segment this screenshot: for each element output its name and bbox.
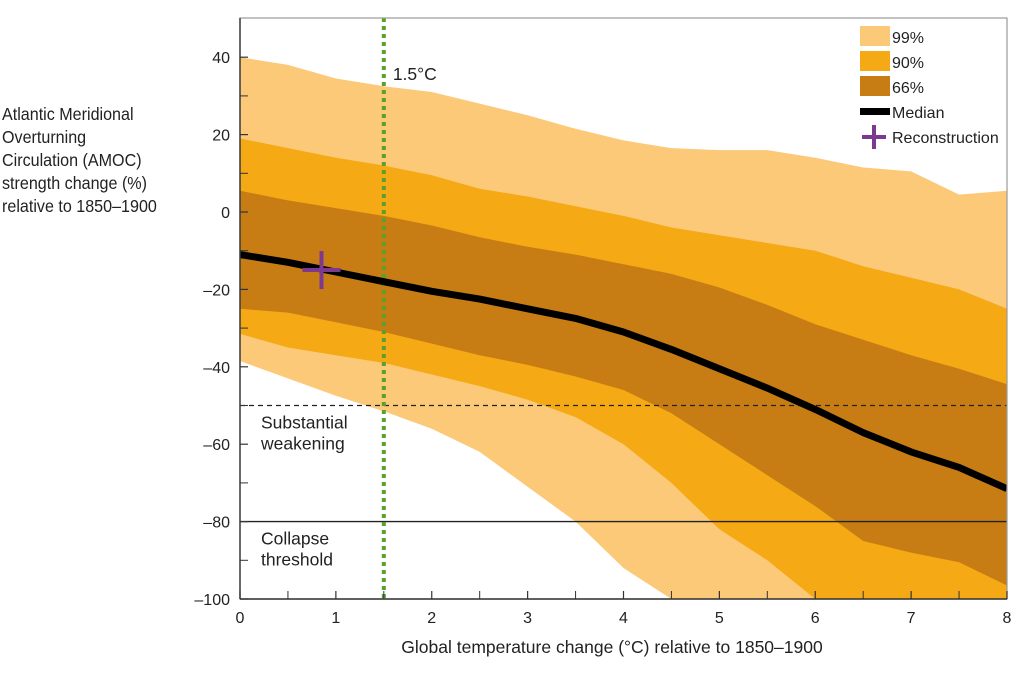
axis-ticks: 40 20 0 –20 –40 –60 –80 –100 0 1 2 3 4 5 6 7 8 <box>194 50 1011 627</box>
warming-1-5c-label: 1.5°C <box>393 64 437 84</box>
legend: 99% 90% 66% Median Reconstruction <box>860 26 999 149</box>
substantial-weakening-label: weakening <box>260 434 345 454</box>
reference-lines <box>240 18 1007 599</box>
reconstruction-marker <box>302 251 341 290</box>
y-tick-label: –80 <box>203 515 230 532</box>
x-tick-label: 2 <box>427 610 436 627</box>
legend-item-99pct: 99% <box>860 26 924 47</box>
legend-swatch <box>860 76 890 96</box>
y-axis-label-line: Atlantic Meridional <box>2 104 134 124</box>
marker-layer <box>302 251 341 290</box>
substantial-weakening-label: Substantial <box>261 413 348 433</box>
x-axis-label: Global temperature change (°C) relative … <box>401 637 823 657</box>
y-tick-label: –60 <box>203 437 230 454</box>
y-axis-label-line: Circulation (AMOC) <box>2 150 142 170</box>
legend-swatch <box>860 26 890 46</box>
legend-label: 99% <box>892 30 924 47</box>
collapse-threshold-label: threshold <box>261 550 333 570</box>
legend-swatch <box>860 108 890 115</box>
legend-item-90pct: 90% <box>860 51 924 72</box>
x-tick-label: 5 <box>715 610 724 627</box>
legend-label: Median <box>892 105 944 122</box>
y-axis-label-line: strength change (%) <box>2 173 147 193</box>
x-tick-label: 1 <box>331 610 340 627</box>
y-tick-label: –20 <box>203 282 230 299</box>
y-tick-label: –40 <box>203 360 230 377</box>
y-tick-label: 20 <box>212 128 230 145</box>
legend-item-reconstruction: Reconstruction <box>862 125 999 149</box>
axis-labels: Global temperature change (°C) relative … <box>401 637 823 657</box>
y-axis-label: Atlantic Meridional Overturning Circulat… <box>2 103 186 218</box>
y-axis-label-line: Overturning <box>2 127 87 147</box>
y-tick-label: 40 <box>212 50 230 67</box>
median-line <box>240 251 1007 492</box>
legend-item-66pct: 66% <box>860 76 924 97</box>
x-tick-label: 6 <box>811 610 820 627</box>
collapse-threshold-label: Collapse <box>261 529 329 549</box>
x-tick-label: 3 <box>523 610 532 627</box>
x-tick-label: 7 <box>907 610 916 627</box>
legend-label: Reconstruction <box>892 130 999 147</box>
median-layer <box>240 251 1007 492</box>
legend-item-median: Median <box>860 105 944 122</box>
legend-label: 66% <box>892 80 924 97</box>
y-tick-label: 0 <box>221 205 230 222</box>
legend-swatch <box>860 51 890 71</box>
y-axis-label-line: relative to 1850–1900 <box>2 196 157 216</box>
x-tick-label: 4 <box>619 610 628 627</box>
x-tick-label: 8 <box>1003 610 1012 627</box>
x-tick-label: 0 <box>236 610 245 627</box>
y-tick-label: –100 <box>194 592 230 609</box>
legend-label: 90% <box>892 55 924 72</box>
